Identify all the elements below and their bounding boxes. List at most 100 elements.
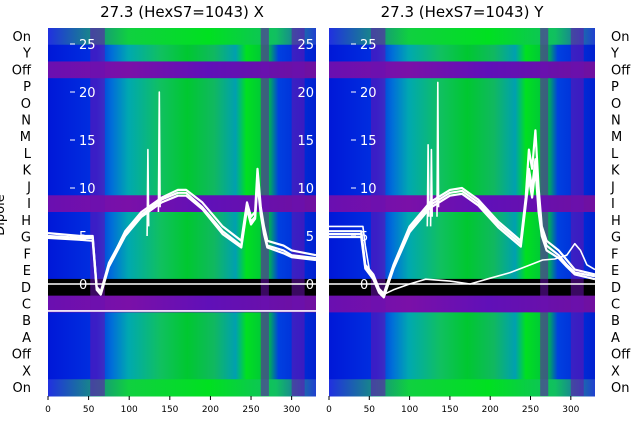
dipole-label-right-14: E (611, 264, 619, 279)
left-x-ticks: 0 50 100 150 200 250 300 (45, 396, 300, 415)
dipole-label-left-0: On (13, 30, 31, 45)
heatmap-row-7 (48, 145, 316, 163)
overlay-tick-label-2: 15 (79, 134, 96, 149)
overlay-line-2 (47, 182, 317, 296)
x-tick-label-5: 250 (242, 405, 259, 415)
dipole-label-right-0: On (611, 30, 629, 45)
overlay-line-6 (157, 91, 161, 213)
dipole-label-left-15: D (21, 281, 31, 296)
x-tick-label-3: 150 (441, 405, 458, 415)
overlay-tick-label-5: 0 (79, 278, 87, 293)
right-chart-title: 27.3 (HexS7=1043) Y (381, 3, 545, 21)
dipole-label-right-6: M (611, 130, 622, 145)
heatmap-row-15 (329, 278, 595, 297)
overlay-tick-label-0: 25 (79, 38, 96, 53)
dipole-label-right-4: O (611, 97, 621, 112)
dipole-label-left-12: G (21, 231, 31, 246)
x-tick-label-2: 100 (121, 405, 138, 415)
x-tick-label-1: 50 (83, 405, 95, 415)
dipole-label-left-11: H (21, 214, 31, 229)
overlay-line-6 (429, 148, 433, 227)
y-axis-label: Dipole (0, 194, 8, 235)
heatmap-row-17 (48, 312, 316, 330)
heatmap-row-6 (329, 128, 595, 146)
heatmap-row-18 (329, 329, 595, 347)
overlay-tick-label-right-1: 20 (297, 86, 314, 101)
x-tick-label-4: 200 (202, 405, 219, 415)
dipole-label-left-4: O (21, 97, 31, 112)
heatmap-row-2 (48, 61, 316, 79)
heatmap-row-11 (48, 212, 316, 230)
dipole-label-left-20: X (22, 364, 31, 379)
dipole-label-right-3: P (611, 80, 619, 95)
dipole-label-right-11: H (611, 214, 621, 229)
overlay-line-7 (436, 81, 440, 217)
heatmap-row-20 (48, 362, 316, 380)
right-overlay-ticks: 25 20 15 10 5 0 (351, 38, 377, 293)
dipole-label-left-2: Off (12, 63, 32, 78)
heatmap-row-19 (48, 345, 316, 364)
overlay-tick-label-3: 10 (79, 182, 96, 197)
heatmap-row-12 (48, 228, 316, 246)
overlay-line-5 (146, 148, 150, 237)
dipole-label-left-3: P (23, 80, 31, 95)
heatmap-row-1 (48, 44, 316, 62)
overlay-tick-label-right-0: 25 (297, 38, 314, 53)
overlay-tick-label-right-2: 15 (297, 134, 314, 149)
heatmap-streak-0 (90, 28, 105, 396)
dipole-label-left-7: L (24, 147, 32, 162)
overlay-line-2 (329, 167, 596, 299)
heatmap-row-10 (48, 195, 316, 213)
left-heatmap-cells (48, 28, 316, 397)
heatmap-row-15 (48, 278, 316, 297)
dipole-label-right-20: X (611, 364, 620, 379)
heatmap-row-2 (329, 61, 595, 79)
heatmap-row-18 (48, 329, 316, 347)
dipole-label-right-16: C (611, 298, 620, 313)
overlay-line-5 (426, 144, 430, 227)
heatmap-row-4 (329, 94, 595, 113)
heatmap-streak-0 (370, 28, 386, 396)
overlay-tick-label-4: 5 (79, 230, 87, 245)
heatmap-row-21 (329, 379, 595, 397)
left-overlay-lines (47, 91, 317, 312)
heatmap-row-3 (329, 78, 595, 96)
left-overlay-ticks: 25 25 20 20 15 15 10 10 5 5 0 0 (70, 38, 314, 293)
heatmap-row-0 (329, 28, 595, 46)
overlay-tick-label-1: 20 (360, 86, 377, 101)
dipole-label-right-8: K (611, 164, 620, 179)
heatmap-row-16 (48, 295, 316, 313)
heatmap-row-0 (48, 28, 316, 46)
dipole-label-right-12: G (611, 231, 621, 246)
dipole-label-left-10: I (27, 197, 31, 212)
dipole-label-left-17: B (22, 314, 31, 329)
dipole-label-right-17: B (611, 314, 620, 329)
x-tick-label-0: 0 (326, 405, 332, 415)
heatmap-streak-1 (540, 28, 549, 396)
x-tick-label-6: 300 (562, 405, 579, 415)
heatmap-row-9 (48, 178, 316, 196)
heatmap-streak-2 (570, 28, 584, 396)
dipole-label-right-9: J (610, 180, 615, 195)
dipole-label-right-5: N (611, 114, 621, 129)
heatmap-row-16 (329, 295, 595, 313)
overlay-tick-label-5: 0 (360, 278, 368, 293)
left-chart-title: 27.3 (HexS7=1043) X (100, 3, 264, 21)
heatmap-row-1 (329, 44, 595, 62)
heatmap-row-5 (48, 111, 316, 129)
dipole-label-right-19: Off (611, 348, 631, 363)
dipole-label-left-8: K (22, 164, 31, 179)
heatmap-streak-2 (291, 28, 305, 396)
dipole-label-right-1: Y (610, 47, 619, 62)
dipole-label-right-21: On (611, 381, 629, 396)
dipole-label-right-13: F (611, 247, 618, 262)
x-tick-label-2: 100 (401, 405, 418, 415)
heatmap-row-8 (48, 161, 316, 180)
overlay-tick-label-0: 25 (360, 38, 377, 53)
overlay-tick-label-right-5: 0 (306, 278, 314, 293)
